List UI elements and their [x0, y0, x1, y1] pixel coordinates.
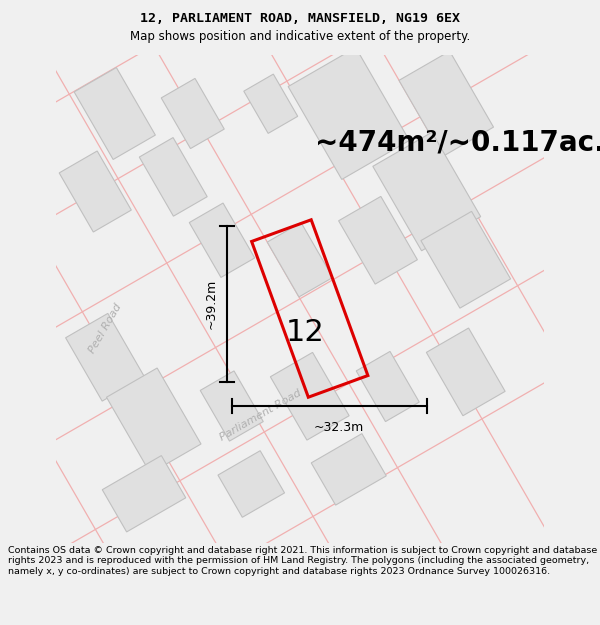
Polygon shape — [161, 78, 224, 149]
Polygon shape — [102, 456, 186, 532]
Polygon shape — [271, 352, 349, 440]
Polygon shape — [356, 351, 419, 422]
Polygon shape — [65, 313, 145, 401]
Polygon shape — [311, 434, 386, 505]
Text: Map shows position and indicative extent of the property.: Map shows position and indicative extent… — [130, 30, 470, 43]
Polygon shape — [288, 48, 409, 179]
Text: ~32.3m: ~32.3m — [314, 421, 364, 434]
Polygon shape — [338, 196, 418, 284]
Polygon shape — [200, 371, 263, 441]
Text: Parliament Road: Parliament Road — [218, 388, 304, 443]
Polygon shape — [373, 132, 481, 251]
Text: Peel Road: Peel Road — [87, 301, 123, 354]
Polygon shape — [399, 51, 494, 156]
Polygon shape — [106, 368, 201, 473]
Text: ~474m²/~0.117ac.: ~474m²/~0.117ac. — [314, 129, 600, 157]
Text: ~39.2m: ~39.2m — [204, 279, 217, 329]
Polygon shape — [189, 203, 255, 278]
Text: 12: 12 — [286, 318, 324, 348]
Polygon shape — [427, 328, 505, 416]
Polygon shape — [218, 451, 284, 518]
Polygon shape — [59, 151, 131, 232]
Polygon shape — [139, 138, 207, 216]
Text: Contains OS data © Crown copyright and database right 2021. This information is : Contains OS data © Crown copyright and d… — [8, 546, 597, 576]
Polygon shape — [267, 222, 333, 297]
Text: 12, PARLIAMENT ROAD, MANSFIELD, NG19 6EX: 12, PARLIAMENT ROAD, MANSFIELD, NG19 6EX — [140, 12, 460, 25]
Polygon shape — [244, 74, 298, 133]
Polygon shape — [421, 211, 511, 308]
Polygon shape — [74, 68, 155, 159]
